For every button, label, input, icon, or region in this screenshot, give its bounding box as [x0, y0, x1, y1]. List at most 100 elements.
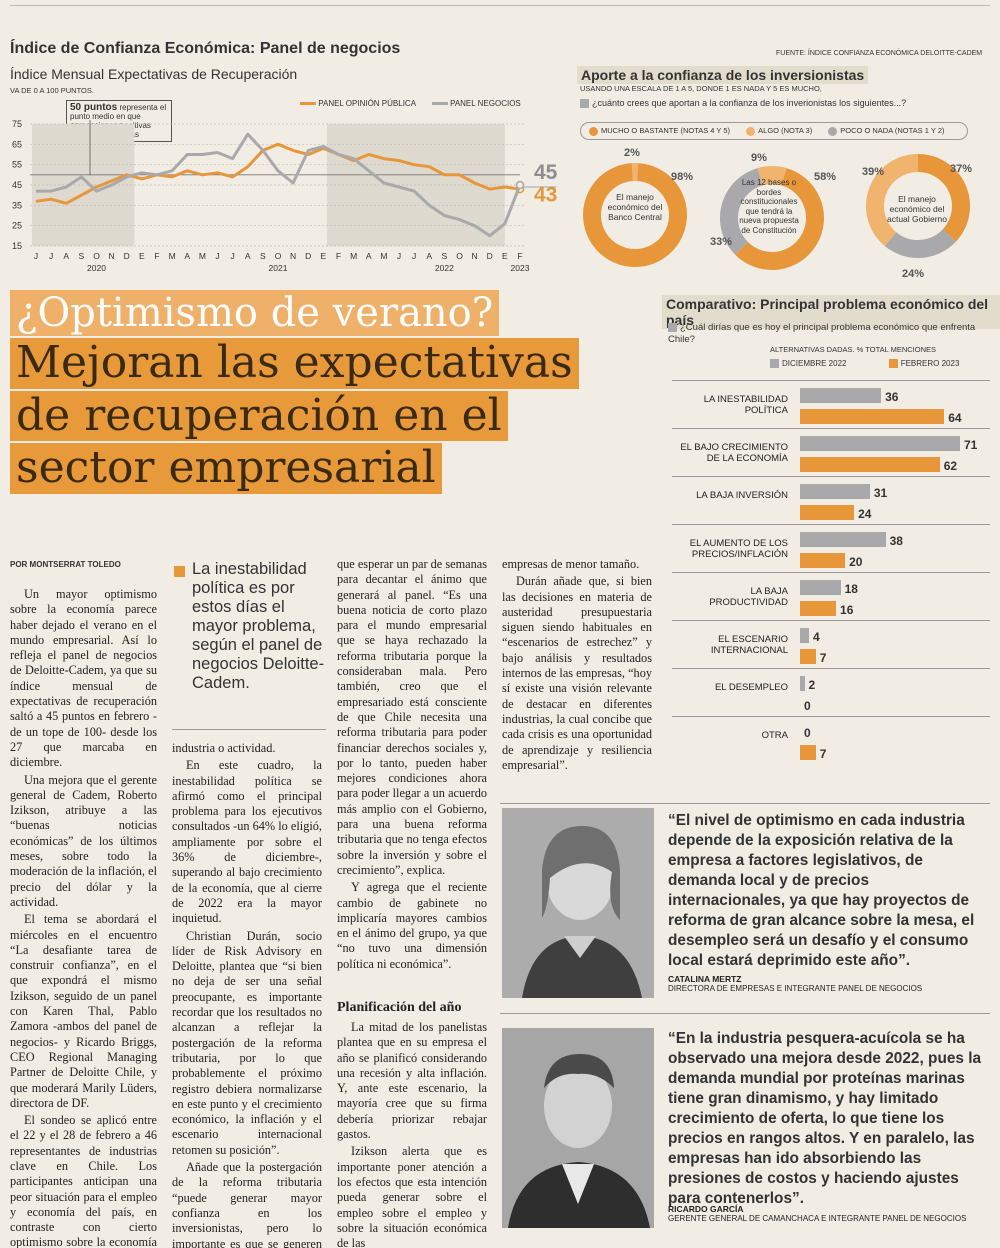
paragraph: Christian Durán, socio líder de Risk Adv… [172, 928, 322, 1157]
x-tick-label: D [305, 251, 311, 261]
bar-row [672, 428, 990, 476]
paragraph: Una mejora que el gerente general de Cad… [10, 772, 157, 909]
line-legend: PANEL OPINIÓN PÚBLICA PANEL NEGOCIOS [300, 99, 521, 108]
bar-category-label: LA BAJA INVERSIÓN [696, 490, 788, 501]
legend-public-swatch [300, 102, 316, 106]
quote-2-text: “En la industria pesquera-acuícola se ha… [668, 1030, 982, 1207]
bar-category-label: LA BAJA PRODUCTIVIDAD [709, 586, 788, 608]
donut-segment [720, 168, 763, 255]
bar-category-label: EL ESCENARIO INTERNACIONAL [710, 634, 788, 656]
x-tick-label: F [517, 251, 522, 261]
bar-value-label: 18 [844, 582, 858, 596]
legend-dot-poco [828, 126, 838, 136]
year-label: 2022 [435, 263, 454, 273]
source-note: FUENTE: ÍNDICE CONFIANZA ECONÓMICA DELOI… [776, 50, 983, 57]
x-tick-label: A [426, 251, 432, 261]
year-label: 2021 [269, 263, 288, 273]
bar-chart-question: ¿Cuál dirías que es hoy el principal pro… [668, 322, 988, 346]
donut-3-top: 39% [862, 166, 885, 178]
paragraph: El tema se abordará el miércoles en el e… [10, 912, 157, 1110]
annotation-bold: 50 puntos [70, 102, 118, 113]
x-tick-label: S [260, 251, 266, 261]
y-tick-label: 25 [12, 221, 22, 231]
x-tick-label: M [380, 251, 387, 261]
donut-3-bottom: 24% [902, 268, 925, 280]
donuts-question: ¿cuánto crees que aportan a la confianza… [580, 98, 907, 109]
paragraph: Y agrega que el reciente cambio de gabin… [337, 880, 487, 971]
bar-value-label: 62 [943, 459, 958, 473]
paragraph: En este cuadro, la inestabilidad polític… [172, 758, 322, 926]
bar-value-label: 4 [813, 630, 820, 644]
bar-value-label: 0 [804, 726, 811, 740]
donut-charts [583, 154, 970, 270]
donut-segment [917, 154, 970, 242]
x-tick-label: E [502, 251, 508, 261]
bar-legend-dec-swatch [770, 359, 779, 369]
bar-value-label: 64 [948, 411, 962, 425]
x-tick-label: A [366, 251, 372, 261]
bar-category-label: EL AUMENTO DE LOS PRECIOS/INFLACIÓN [689, 538, 788, 560]
pullquote-text: La inestabilidad política es por estos d… [192, 560, 325, 692]
x-tick-label: J [397, 251, 401, 261]
donut-segment [757, 166, 787, 186]
x-tick-label: J [412, 251, 416, 261]
bar-category-label: EL DESEMPLEO [714, 682, 788, 693]
donuts-title: Aporte a la confianza de los inversionis… [577, 66, 869, 85]
quote-divider-2 [500, 1013, 990, 1014]
donuts-subtitle: USANDO UNA ESCALA DE 1 A 5, DONDE 1 ES N… [580, 84, 822, 93]
bar-row [672, 524, 990, 572]
paragraph: El sondeo se aplicó entre el 22 y el 28 … [10, 1113, 157, 1248]
donut-3-right: 37% [950, 163, 973, 175]
x-tick-label: D [124, 251, 130, 261]
series-line-opinion-publica [35, 142, 521, 205]
page-header-title: Índice de Confianza Económica: Panel de … [10, 40, 401, 57]
paragraph: empresas de menor tamaño. [502, 557, 640, 571]
bar-value-label: 0 [804, 699, 811, 713]
paragraph: industria o actividad. [172, 741, 276, 755]
legend-business-swatch [431, 102, 448, 106]
article-column-4: empresas de menor tamaño. Durán añade que… [502, 557, 652, 775]
bar-category-label: OTRA [761, 730, 788, 741]
bar-value-label: 71 [964, 438, 978, 452]
paragraph: Durán añade que, si bien las decisiones … [502, 574, 652, 772]
quote-1-role: DIRECTORA DE EMPRESAS E INTEGRANTE PANEL… [668, 984, 923, 993]
pullquote-marker [174, 566, 185, 577]
bar-row [672, 380, 990, 428]
bar-value-label: 7 [819, 747, 827, 761]
x-tick-label: E [139, 251, 145, 261]
x-tick-label: S [442, 251, 448, 261]
x-tick-label: E [321, 251, 327, 261]
x-tick-label: N [472, 251, 478, 261]
end-label-negocios: 45 [534, 161, 558, 184]
bar-legend-feb-swatch [888, 359, 898, 369]
series-line-panel-negocios [36, 132, 522, 238]
article-column-3: que esperar un par de semanas para decan… [337, 557, 487, 974]
donut-2-right: 58% [814, 171, 837, 183]
y-tick-label: 15 [12, 241, 22, 251]
paragraph: Izikson alerta que es importante poner a… [337, 1144, 487, 1248]
x-tick-label: M [350, 251, 357, 261]
bar-feb-2023 [800, 457, 940, 472]
x-tick-label: F [336, 251, 341, 261]
y-tick-label: 35 [12, 200, 22, 210]
donut-hole [593, 173, 677, 257]
quote-2-name: RICARDO GARCÍA [668, 1204, 744, 1214]
bar-value-label: 24 [858, 507, 872, 521]
bar-chart-note: ALTERNATIVAS DADAS. % TOTAL MENCIONES [770, 345, 937, 354]
photo-ricardo-garcia [502, 1028, 654, 1228]
bar-chart-title: Comparativo: Principal problema económic… [662, 295, 1000, 330]
x-tick-label: M [169, 251, 176, 261]
bar-value-label: 7 [819, 651, 827, 665]
donuts-question-text: ¿cuánto crees que aportan a la confianza… [592, 98, 907, 108]
bar-dic-2022 [800, 484, 870, 499]
bar-row [672, 668, 990, 716]
bar-dic-2022 [800, 676, 805, 691]
x-tick-label: D [487, 251, 493, 261]
donut-3-label: El manejo económico del actual Gobierno [886, 194, 947, 224]
byline: POR MONTSERRAT TOLEDO [10, 560, 121, 569]
photo-catalina-mertz [502, 808, 654, 998]
article-column-2: industria o actividad. En este cuadro, la… [172, 741, 322, 1248]
line-chart-subtitle: VA DE 0 A 100 PUNTOS. [10, 86, 94, 95]
bar-feb-2023 [800, 505, 855, 520]
legend-business-label: PANEL NEGOCIOS [450, 99, 521, 108]
